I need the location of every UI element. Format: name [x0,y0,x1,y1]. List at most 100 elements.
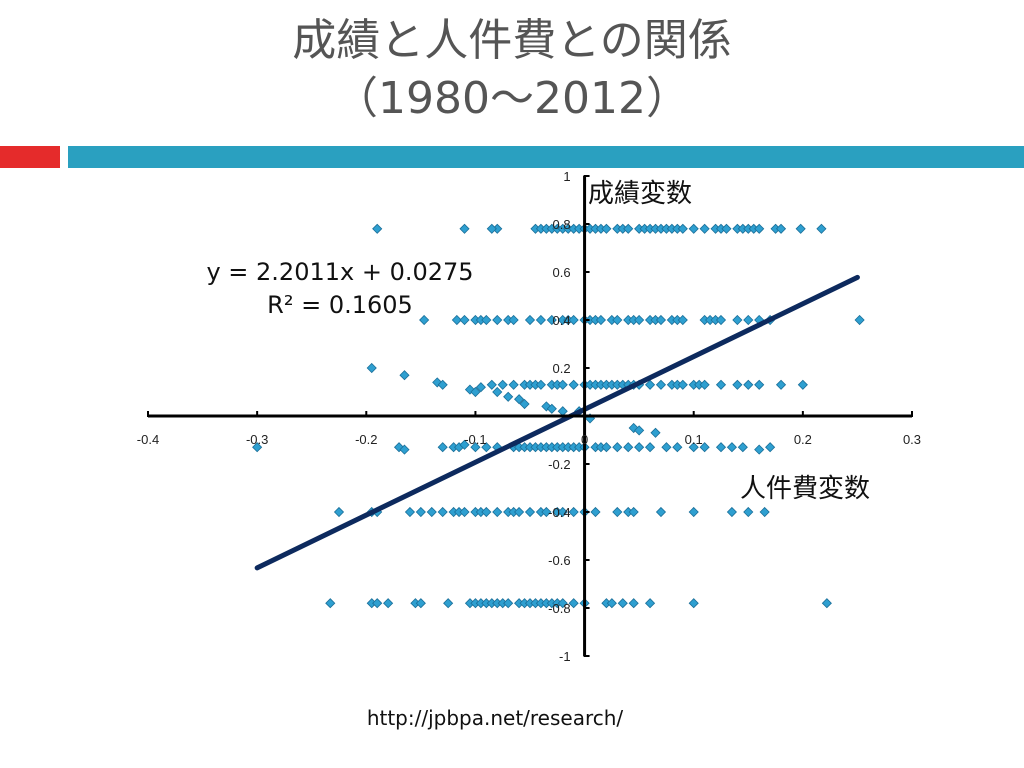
x-tick-label: -0.4 [137,432,159,447]
scatter-point [854,314,865,326]
x-axis-title: 人件費変数 [740,474,870,504]
scatter-point [677,379,688,390]
y-tick-label: -1 [559,649,571,664]
scatter-point [737,442,748,453]
scatter-point [595,314,607,326]
scatter-point [557,406,568,417]
scatter-point [590,506,601,518]
scatter-point [677,314,688,326]
scatter-point [508,379,519,390]
scatter-point [481,442,492,453]
scatter-point [415,598,426,609]
scatter-point [732,314,743,326]
scatter-point [333,506,345,518]
scatter-point [759,506,770,518]
y-tick-label: 0.4 [552,313,570,328]
scatter-point [470,386,481,398]
scatter-point [426,506,437,518]
scatter-point [754,223,765,234]
y-tick-label: 1 [563,169,570,184]
scatter-point [628,506,639,518]
x-tick-label: -0.1 [464,432,486,447]
scatter-point [419,314,430,326]
scatter-point [437,442,448,453]
scatter-point [775,379,787,390]
scatter-point [503,391,514,402]
scatter-point [546,314,557,326]
scatter-point [486,223,497,234]
scatter-point [726,506,737,518]
scatter-point [372,223,383,234]
scatter-point [492,314,503,326]
scatter-point [372,598,383,609]
scatter-point [524,506,536,518]
scatter-point [699,442,710,453]
y-tick-label: -0.6 [548,553,570,568]
scatter-point [743,506,754,518]
scatter-point [557,506,568,518]
slide-title: 成績と人件費との関係 （1980～2012） [0,12,1024,128]
scatter-point [366,362,377,374]
scatter-point [634,314,645,326]
scatter-point [481,314,492,326]
scatter-point [492,386,503,398]
scatter-point [443,598,454,609]
scatter-point [459,439,470,450]
scatter-point [661,442,672,453]
scatter-point [568,598,579,609]
scatter-point [535,379,546,390]
slide-title-line2: （1980～2012） [334,73,690,124]
scatter-point [688,506,699,518]
scatter-point [672,442,683,453]
x-tick-label: 0.3 [903,432,921,447]
scatter-point [765,442,776,453]
scatter-point [459,314,470,326]
y-tick-label: -0.4 [548,505,570,520]
scatter-point [503,598,514,609]
scatter-point [437,506,448,518]
scatter-point [797,379,808,390]
scatter-point [437,379,448,390]
scatter-point [655,314,667,326]
scatter-point [451,314,462,326]
scatter-point [541,506,552,518]
scatter-point [650,427,661,438]
scatter-point [655,379,667,390]
scatter-point [470,442,481,453]
scatter-point [415,506,426,518]
scatter-point [546,403,557,414]
scatter-point [617,598,628,609]
scatter-point [623,442,634,453]
scatter-point [634,425,645,436]
scatter-point [601,223,612,234]
x-tick-label: 0.1 [685,432,703,447]
scatter-point [497,379,508,390]
scatter-point [514,394,525,405]
scatter-point [715,379,727,390]
scatter-point [568,506,579,518]
scatter-point [754,379,765,390]
scatter-point [715,442,727,453]
scatter-point [475,382,486,393]
scatter-points [252,223,865,609]
scatter-point [821,598,832,609]
scatter-point [628,598,639,609]
scatter-point [404,506,416,518]
scatter-point [535,314,546,326]
scatter-point [644,379,656,390]
x-tick-label: 0.2 [794,432,812,447]
scatter-point [399,370,410,381]
scatter-point [775,223,787,234]
scatter-point [612,314,623,326]
y-tick-label: -0.8 [548,601,570,616]
trendline-equation: y = 2.2011x + 0.0275 [206,258,473,286]
scatter-point [634,442,645,453]
scatter-point [699,379,710,390]
scatter-point [514,506,525,518]
scatter-point [606,598,617,609]
scatter-point [252,442,263,453]
scatter-point [688,223,699,234]
y-tick-label: 0.2 [552,361,570,376]
scatter-point [612,442,623,453]
